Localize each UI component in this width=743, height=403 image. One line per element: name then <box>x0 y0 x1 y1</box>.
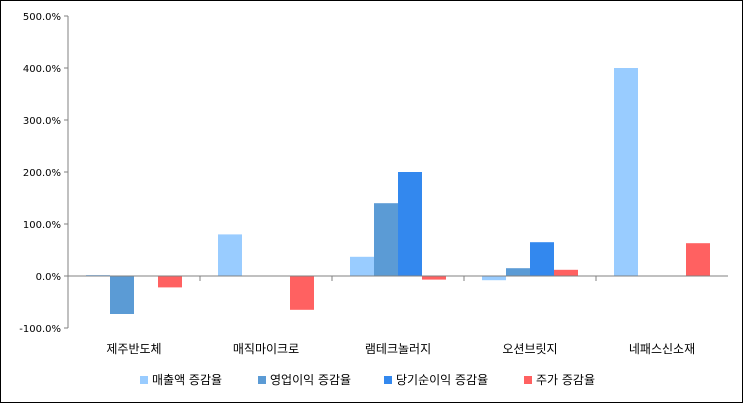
bar-4-1 <box>158 276 182 288</box>
bar-4-2 <box>290 276 314 310</box>
bar-2-1 <box>110 276 134 314</box>
legend-swatch <box>384 376 392 384</box>
y-tick-label: -100.0% <box>19 324 61 335</box>
bar-4-5 <box>686 243 710 276</box>
legend-label: 당기순이익 증감율 <box>396 373 488 387</box>
bar-4-3 <box>422 276 446 280</box>
legend-swatch <box>140 376 148 384</box>
legend-label: 영업이익 증감율 <box>270 373 351 387</box>
legend-swatch <box>524 376 532 384</box>
x-tick-label: 매직마이크로 <box>233 342 299 356</box>
legend-label: 매출액 증감율 <box>152 373 222 387</box>
bar-3-3 <box>398 172 422 276</box>
legend-swatch <box>258 376 266 384</box>
y-tick-label: 300.0% <box>23 116 61 127</box>
legend-label: 주가 증감율 <box>536 373 595 387</box>
x-tick-label: 제주반도체 <box>106 342 161 356</box>
y-tick-label: 500.0% <box>23 12 61 23</box>
legend: 매출액 증감율 영업이익 증감율 당기순이익 증감율 주가 증감율 <box>140 373 595 387</box>
bars-layer <box>86 68 710 314</box>
y-axis-ticks: -100.0% 0.0% 100.0% 200.0% 300.0% 400.0% 500.0… <box>19 12 68 335</box>
x-tick-label: 오션브릿지 <box>502 342 557 356</box>
y-tick-label: 100.0% <box>23 220 61 231</box>
bar-2-3 <box>374 203 398 276</box>
bar-4-4 <box>554 269 578 276</box>
y-tick-label: 400.0% <box>23 64 61 75</box>
bar-2-4 <box>506 268 530 276</box>
x-tick-label: 네패스신소재 <box>629 342 695 356</box>
y-tick-label: 0.0% <box>36 272 61 283</box>
bar-1-5 <box>614 68 638 276</box>
bar-3-4 <box>530 242 554 276</box>
bar-1-3 <box>350 256 374 276</box>
x-axis-ticks: 제주반도체 매직마이크로 램테크놀러지 오션브릿지 네패스신소재 <box>106 276 695 356</box>
x-tick-label: 램테크놀러지 <box>365 342 431 356</box>
bar-1-2 <box>218 234 242 276</box>
bar-1-4 <box>482 276 506 281</box>
y-tick-label: 200.0% <box>23 168 61 179</box>
